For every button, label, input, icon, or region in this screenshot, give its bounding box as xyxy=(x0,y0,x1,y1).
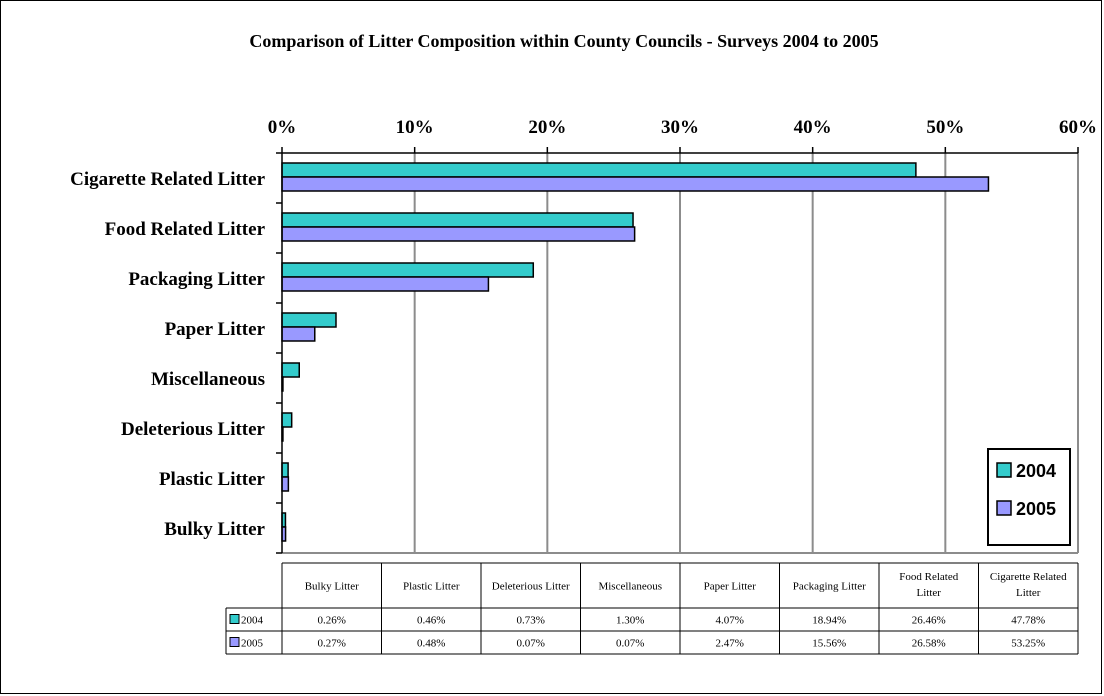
axis-labels: 0% 10% 20% 30% 40% 50% 60% Cigarette Related Li… xyxy=(70,117,1097,540)
x-tick-label: 40% xyxy=(794,117,832,138)
bar-2005-paper-litter xyxy=(281,326,316,342)
table-header-line: Cigarette Related xyxy=(990,571,1067,583)
x-tick-label: 50% xyxy=(926,117,964,138)
x-tick-label: 0% xyxy=(268,117,297,138)
bar-2004-cigarette-related-litter xyxy=(281,162,917,178)
category-label-deleterious-litter: Deleterious Litter xyxy=(121,419,266,440)
table-header-food-related-litter: Food Related Litter xyxy=(899,571,958,599)
bar-2004-plastic-litter xyxy=(281,462,289,478)
category-label-cigarette-related-litter: Cigarette Related Litter xyxy=(70,169,265,190)
table-cell-2005-deleterious-litter: 0.07% xyxy=(517,638,545,650)
legend-swatch-2004 xyxy=(996,462,1012,478)
data-table: Bulky Litter Plastic Litter Deleterious Li… xyxy=(225,562,1079,655)
table-header-cigarette-related-litter: Cigarette Related Litter xyxy=(990,571,1067,599)
table-cell-2004-bulky-litter: 0.26% xyxy=(318,615,346,627)
bar-2004-paper-litter xyxy=(281,312,337,328)
table-cell-2004-plastic-litter: 0.46% xyxy=(417,615,445,627)
table-cell-2004-food-related-litter: 26.46% xyxy=(912,615,946,627)
category-label-plastic-litter: Plastic Litter xyxy=(159,469,266,490)
bar-2004-packaging-litter xyxy=(281,262,535,278)
category-label-miscellaneous: Miscellaneous xyxy=(151,369,265,390)
table-header-bulky-litter: Bulky Litter xyxy=(305,581,359,593)
bar-2004-food-related-litter xyxy=(281,212,634,228)
category-label-bulky-litter: Bulky Litter xyxy=(164,519,265,540)
x-tick-label: 60% xyxy=(1059,117,1097,138)
x-tick-label: 10% xyxy=(396,117,434,138)
bar-2005-food-related-litter xyxy=(281,226,636,242)
table-cell-2005-miscellaneous: 0.07% xyxy=(616,638,644,650)
bar-2004-deleterious-litter xyxy=(281,412,293,428)
axes xyxy=(276,147,1079,554)
bars xyxy=(281,162,990,542)
legend-label-2004: 2004 xyxy=(1016,461,1056,481)
table-header-deleterious-litter: Deleterious Litter xyxy=(492,581,570,593)
table-cell-2005-plastic-litter: 0.48% xyxy=(417,638,445,650)
table-row-key-2004 xyxy=(229,614,240,624)
table-row-label-2004: 2004 xyxy=(241,615,264,627)
table-header-line: Litter xyxy=(917,587,942,599)
category-label-paper-litter: Paper Litter xyxy=(165,319,266,340)
category-label-food-related-litter: Food Related Litter xyxy=(105,219,266,240)
table-cell-2005-packaging-litter: 15.56% xyxy=(812,638,846,650)
table-row-key-2005 xyxy=(229,637,240,647)
table-header-packaging-litter: Packaging Litter xyxy=(793,581,866,593)
table-header-miscellaneous: Miscellaneous xyxy=(598,581,662,593)
legend-swatch-2005 xyxy=(996,500,1012,516)
table-header-line: Food Related xyxy=(899,571,958,583)
x-tick-label: 30% xyxy=(661,117,699,138)
table-header-paper-litter: Paper Litter xyxy=(704,581,757,593)
legend-label-2005: 2005 xyxy=(1016,499,1056,519)
bar-2004-miscellaneous xyxy=(281,362,300,378)
table-cell-2005-paper-litter: 2.47% xyxy=(716,638,744,650)
table-cell-2004-paper-litter: 4.07% xyxy=(716,615,744,627)
table-cell-2004-cigarette-related-litter: 47.78% xyxy=(1011,615,1045,627)
table-cell-2004-miscellaneous: 1.30% xyxy=(616,615,644,627)
x-tick-label: 20% xyxy=(528,117,566,138)
chart-title: Comparison of Litter Composition within … xyxy=(249,31,878,51)
table-cell-2005-cigarette-related-litter: 53.25% xyxy=(1011,638,1045,650)
table-header-plastic-litter: Plastic Litter xyxy=(403,581,460,593)
table-cell-2005-bulky-litter: 0.27% xyxy=(318,638,346,650)
table-row-label-2005: 2005 xyxy=(241,638,264,650)
category-label-packaging-litter: Packaging Litter xyxy=(128,269,265,290)
table-header-line: Litter xyxy=(1016,587,1041,599)
bar-2005-plastic-litter xyxy=(281,476,290,492)
table-cell-2004-deleterious-litter: 0.73% xyxy=(517,615,545,627)
bar-2005-packaging-litter xyxy=(281,276,490,292)
table-cell-2004-packaging-litter: 18.94% xyxy=(812,615,846,627)
bar-2005-cigarette-related-litter xyxy=(281,176,990,192)
legend: 2004 2005 xyxy=(987,448,1071,546)
table-cell-2005-food-related-litter: 26.58% xyxy=(912,638,946,650)
